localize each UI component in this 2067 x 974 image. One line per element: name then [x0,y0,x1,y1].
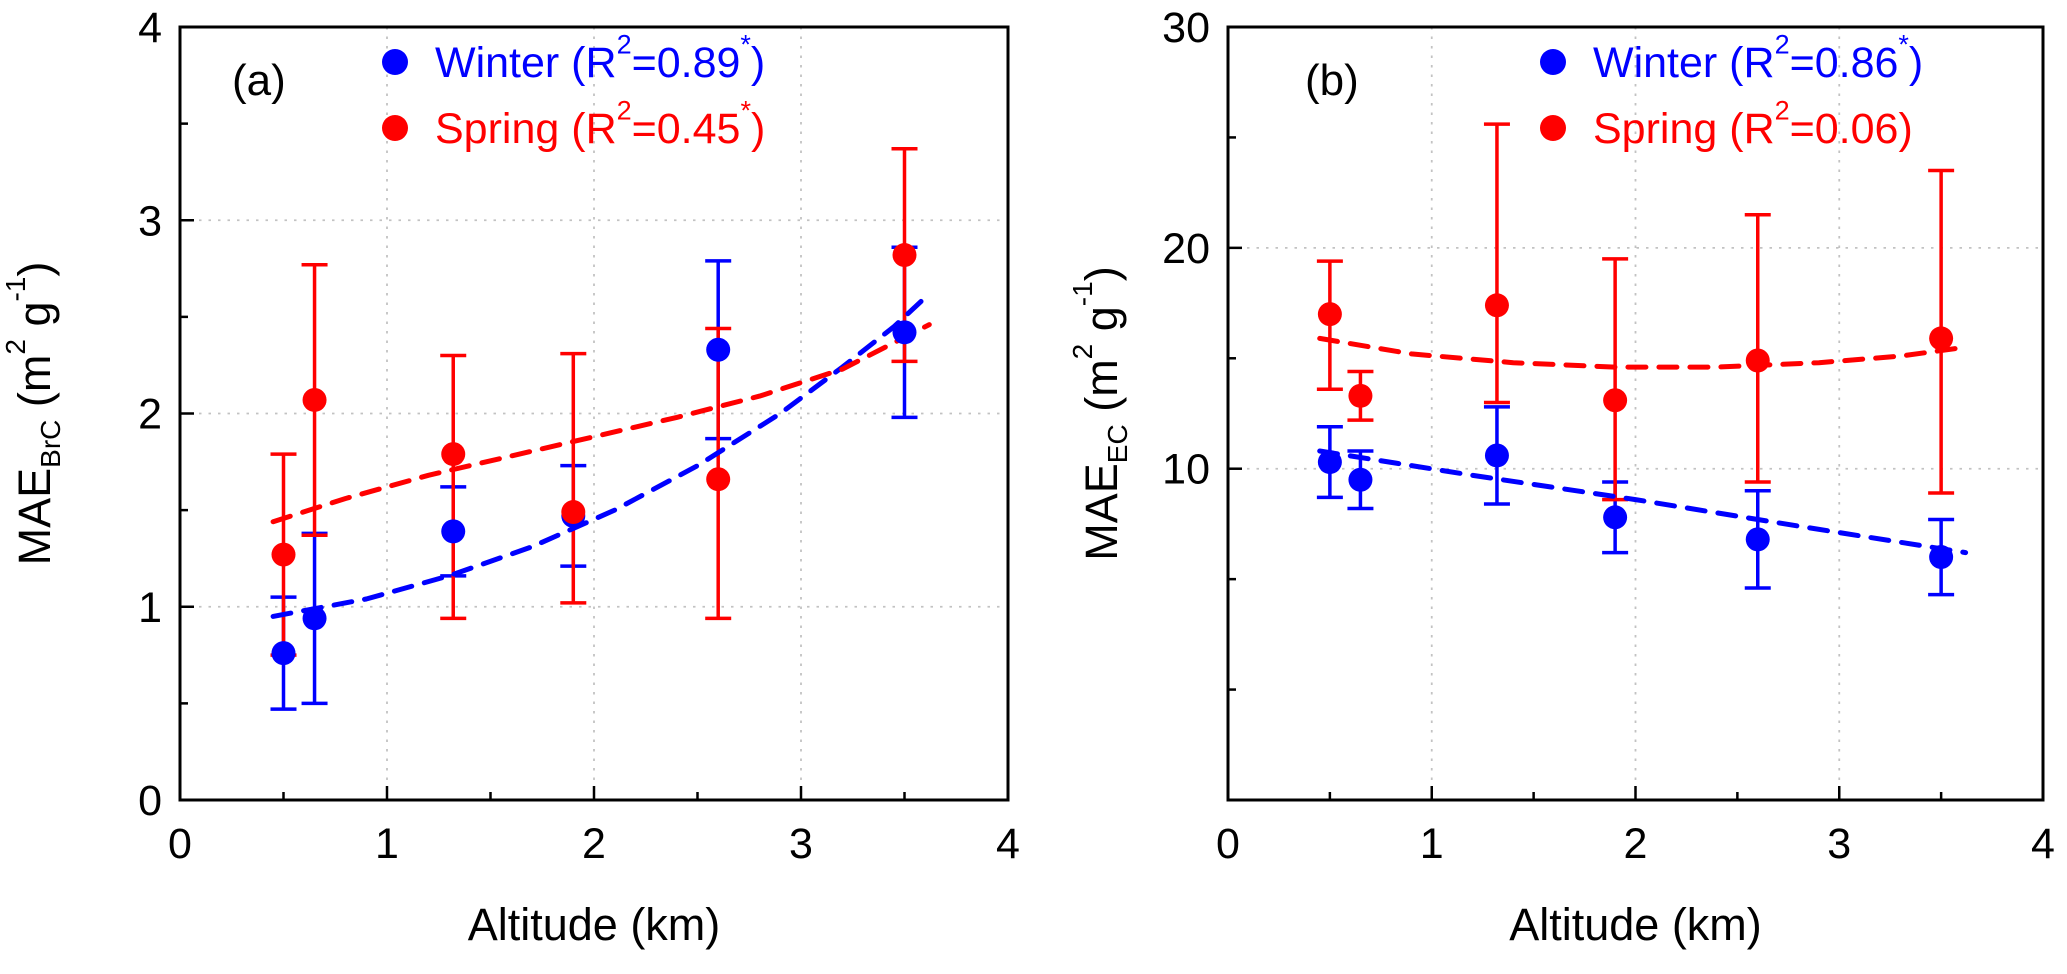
spring-points [271,243,917,567]
spring-point [706,467,731,492]
panel-label: (a) [232,56,286,105]
spring-point [1348,383,1373,408]
legend-label: Spring (R2=0.06) [1593,95,1913,153]
legend-label: Winter (R2=0.89*) [435,29,765,87]
winter-trend-line [270,291,932,619]
legend-dot [1540,49,1566,75]
spring-point [1317,302,1342,327]
axis-ticks [1226,25,2045,800]
winter-trend-line [1317,448,1969,556]
spring-point [302,387,327,412]
winter-point [1603,505,1628,530]
y-tick-label: 1 [138,584,162,632]
spring-points [1317,293,1954,413]
winter-point [441,519,466,544]
spring-point [1929,326,1954,351]
x-tick-label: 4 [2031,820,2055,868]
winter-points [1317,443,1954,570]
winter-point [1484,443,1509,468]
x-tick-label: 4 [996,820,1020,868]
x-tick-label: 2 [582,820,606,868]
legend-dot [382,49,408,75]
legend-dot [382,115,408,141]
spring-point [1745,348,1770,373]
spring-point [1603,388,1628,413]
x-tick-label: 0 [1216,820,1240,868]
spring-point [1484,293,1509,318]
x-tick-label: 3 [1827,820,1851,868]
panel-label: (b) [1305,56,1359,105]
spring-trend-line [270,322,932,525]
winter-point [892,320,917,345]
winter-point [302,606,327,631]
axis-ticks [178,25,1010,802]
panel-a-chart: 0 1 2 3 4 0 1 2 3 4 Altitude (km) MAEBrC (m2 g-1) (a… [0,4,1020,950]
x-tick-label: 1 [1420,820,1444,868]
winter-point [1317,450,1342,475]
legend-label: Spring (R2=0.45*) [435,95,765,153]
y-tick-label: 30 [1162,4,1210,52]
spring-point [441,442,466,467]
y-axis-title: MAEEC (m2 g-1) [1067,266,1133,560]
winter-point [1929,545,1954,570]
y-tick-label: 2 [138,391,162,439]
panel-b-chart: 0 1 2 3 4 10 20 30 Altitude (km) MAEEC (m2 g-1) (b… [1067,4,2055,950]
winter-point [271,641,296,666]
x-axis-title: Altitude (km) [1509,899,1762,950]
spring-point [892,243,917,268]
y-tick-label: 3 [138,197,162,245]
x-tick-label: 3 [789,820,813,868]
panel-a: 0 1 2 3 4 0 1 2 3 4 Altitude (km) MAEBrC (m2 g-1) (a… [0,0,1033,969]
spring-point [271,542,296,567]
winter-point [1348,467,1373,492]
panel-b: 0 1 2 3 4 10 20 30 Altitude (km) MAEEC (m2 g-1) (b… [1033,0,2067,969]
winter-point [706,337,731,362]
spring-point [561,500,586,525]
y-axis-title: MAEBrC (m2 g-1) [0,262,66,566]
y-tick-label: 0 [138,777,162,825]
x-tick-label: 2 [1624,820,1648,868]
y-tick-label: 20 [1162,225,1210,273]
legend-label: Winter (R2=0.86*) [1593,29,1923,87]
y-tick-label: 4 [138,4,162,52]
winter-error-bars [270,245,918,711]
y-tick-label: 10 [1162,446,1210,494]
x-tick-label: 1 [375,820,399,868]
spring-trend-line [1317,335,1969,370]
x-tick-label: 0 [168,820,192,868]
legend-dot [1540,115,1566,141]
winter-point [1745,527,1770,552]
x-axis-title: Altitude (km) [468,899,721,950]
